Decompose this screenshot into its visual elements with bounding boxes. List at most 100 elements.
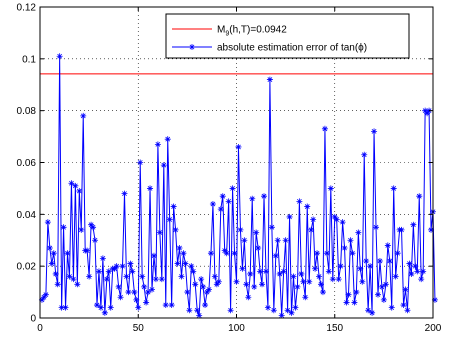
data-point — [131, 289, 138, 296]
data-point — [367, 263, 374, 270]
data-point — [223, 250, 230, 257]
data-point — [231, 250, 238, 257]
data-point — [359, 278, 366, 285]
data-point — [337, 263, 344, 270]
data-point — [339, 219, 346, 226]
series-layer — [38, 53, 438, 319]
data-point — [74, 281, 81, 288]
data-point — [237, 226, 244, 233]
data-point — [86, 273, 93, 280]
data-point — [345, 291, 352, 298]
data-point — [113, 263, 120, 270]
data-point — [290, 273, 297, 280]
data-point — [133, 296, 140, 303]
data-point — [341, 245, 348, 252]
data-point — [200, 283, 207, 290]
data-point — [349, 250, 356, 257]
data-point — [404, 307, 411, 314]
data-point — [170, 203, 177, 210]
data-point — [382, 281, 389, 288]
legend: M9(h,T)=0.0942 absolute estimation error … — [165, 13, 410, 59]
data-point — [384, 242, 391, 249]
data-point — [357, 265, 364, 272]
data-point — [215, 278, 222, 285]
legend-marker-error — [189, 44, 195, 50]
data-point — [272, 252, 279, 259]
data-point — [176, 245, 183, 252]
data-point — [268, 224, 275, 231]
y-tick-label: 0 — [30, 314, 36, 325]
data-point — [402, 286, 409, 293]
data-point — [194, 307, 201, 314]
data-point — [361, 151, 368, 158]
data-point — [253, 229, 260, 236]
data-point — [56, 53, 63, 60]
data-point — [398, 226, 405, 233]
data-point — [298, 270, 305, 277]
data-point — [54, 281, 61, 288]
data-point — [233, 278, 240, 285]
x-tick-label: 100 — [228, 323, 245, 334]
data-point — [182, 260, 189, 267]
data-point — [129, 268, 136, 275]
data-point — [60, 224, 67, 231]
data-point — [66, 273, 73, 280]
data-point — [369, 309, 376, 316]
data-point — [202, 302, 209, 309]
data-point — [312, 265, 319, 272]
data-point — [135, 304, 142, 311]
data-point — [192, 281, 199, 288]
data-point — [400, 302, 407, 309]
data-point — [80, 112, 87, 119]
data-point — [188, 263, 195, 270]
data-point — [196, 312, 203, 319]
data-point — [62, 304, 69, 311]
data-point — [84, 247, 91, 254]
data-point — [365, 307, 372, 314]
data-point — [123, 273, 130, 280]
data-point — [249, 195, 256, 202]
data-point — [243, 281, 250, 288]
data-point — [139, 273, 146, 280]
data-point — [184, 289, 191, 296]
data-point — [241, 237, 248, 244]
data-point — [42, 291, 49, 298]
data-point — [374, 291, 381, 298]
data-point — [431, 296, 438, 303]
data-point — [152, 276, 159, 283]
data-point — [333, 216, 340, 223]
data-point — [304, 203, 311, 210]
data-point — [68, 180, 75, 187]
data-point — [266, 76, 273, 83]
data-point — [160, 162, 167, 169]
data-point — [172, 226, 179, 233]
data-point — [125, 289, 132, 296]
data-point — [424, 110, 431, 117]
data-point — [50, 250, 57, 257]
data-point — [156, 229, 163, 236]
data-point — [147, 185, 154, 192]
data-point — [158, 276, 165, 283]
data-point — [190, 268, 197, 275]
data-point — [412, 263, 419, 270]
data-point — [93, 302, 100, 309]
data-point — [310, 216, 317, 223]
data-point — [410, 221, 417, 228]
y-tick-label: 0.04 — [17, 210, 37, 221]
y-tick-label: 0.12 — [17, 3, 37, 14]
data-point — [418, 276, 425, 283]
y-tick-label: 0.06 — [17, 158, 37, 169]
data-point — [314, 250, 321, 257]
data-point — [251, 283, 258, 290]
data-point — [416, 193, 423, 200]
data-point — [408, 270, 415, 277]
data-point — [198, 276, 205, 283]
data-point — [64, 250, 71, 257]
data-point — [180, 250, 187, 257]
x-tick-label: 150 — [326, 323, 343, 334]
data-point — [392, 273, 399, 280]
data-point — [286, 213, 293, 220]
x-tick-label: 200 — [425, 323, 442, 334]
data-point — [323, 250, 330, 257]
data-point — [347, 237, 354, 244]
